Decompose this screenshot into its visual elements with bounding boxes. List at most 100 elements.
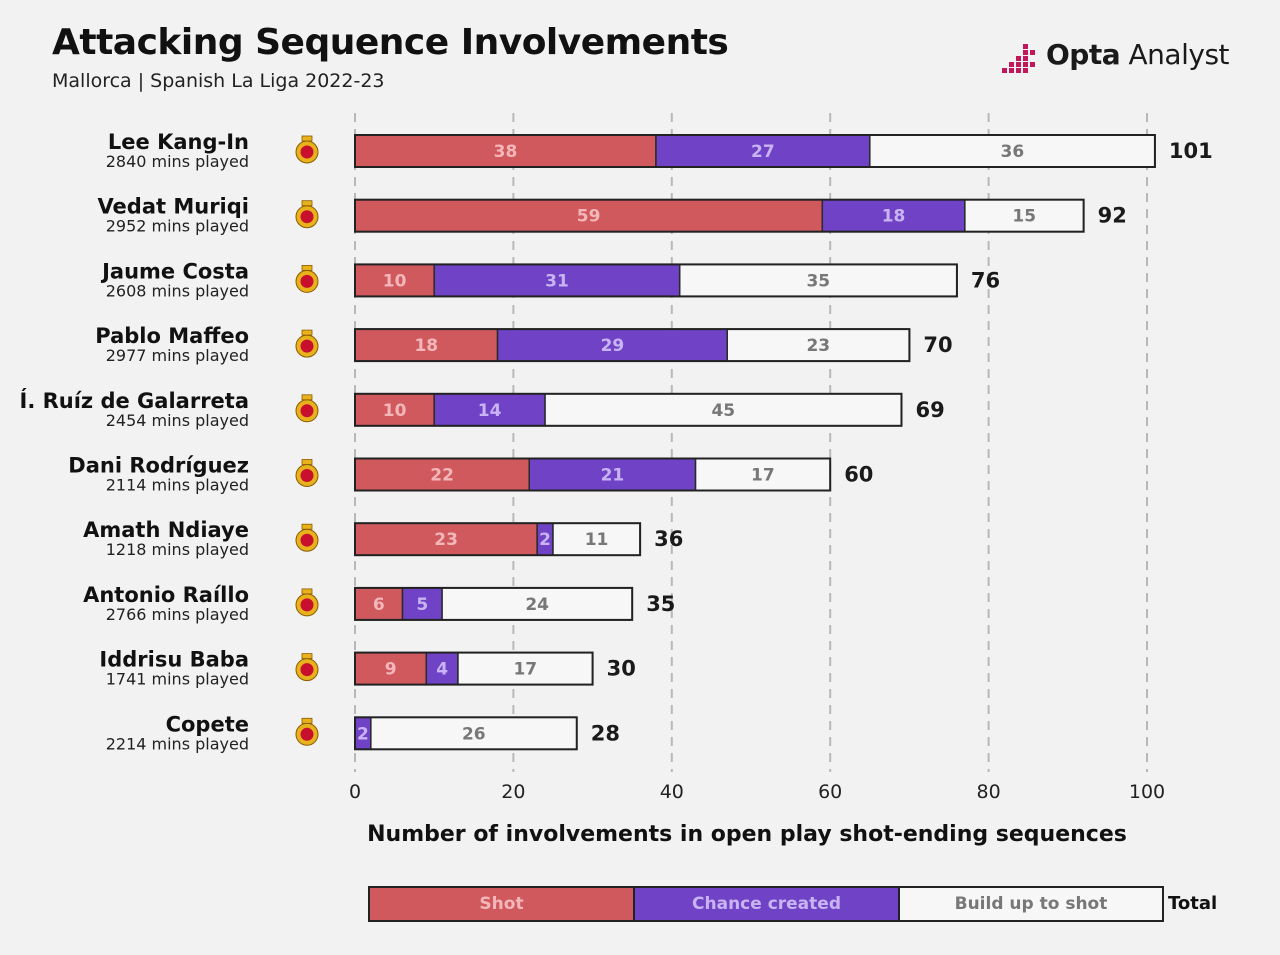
x-tick-label: 60 (818, 781, 842, 803)
bar-value-label: 15 (1012, 207, 1036, 227)
bar-segment-build-up (370, 716, 578, 751)
club-badge-crown (301, 717, 313, 724)
opta-bars-icon (1002, 44, 1035, 73)
bar-value-label: 27 (751, 142, 775, 162)
bar-value-label: 18 (414, 336, 438, 356)
player-minutes: 2977 mins played (106, 346, 249, 365)
bar-segment-chance-created (433, 263, 681, 298)
chart-legend: Shot Chance created Build up to shot (368, 886, 1164, 922)
player-name: Jaume Costa (100, 259, 249, 283)
bar-value-label: 10 (383, 401, 407, 421)
bar-value-label: 6 (373, 595, 385, 615)
player-name: Amath Ndiaye (83, 518, 249, 542)
bar-value-label: 5 (416, 595, 428, 615)
club-badge-center (300, 274, 314, 288)
bar-total-label: 60 (844, 463, 873, 487)
x-tick-label: 80 (977, 781, 1001, 803)
player-minutes: 1218 mins played (106, 540, 249, 559)
bar-value-label: 18 (882, 207, 906, 227)
bar-value-label: 23 (434, 530, 458, 550)
legend-label-chance-created: Chance created (692, 894, 841, 914)
player-minutes: 2114 mins played (106, 476, 249, 495)
bar-total-label: 28 (591, 721, 620, 745)
player-name: Copete (166, 712, 249, 736)
bar-value-label: 23 (806, 336, 830, 356)
bar-segment-build-up (678, 263, 958, 298)
bar-total-label: 92 (1098, 204, 1127, 228)
bar-outline (354, 328, 911, 363)
club-badge-crown (301, 653, 313, 659)
club-badge-crown (301, 394, 313, 401)
x-axis-label: Number of involvements in open play shot… (367, 822, 1127, 847)
club-badge-crown (301, 135, 313, 142)
player-minutes: 1741 mins played (106, 670, 249, 689)
bar-value-label: 26 (462, 724, 486, 744)
bar-total-label: 101 (1169, 139, 1213, 163)
player-minutes: 2214 mins played (106, 734, 249, 753)
club-badge-center (300, 533, 314, 547)
club-badge-center (300, 210, 314, 224)
club-badge-crown (301, 264, 313, 271)
club-badge-center (300, 145, 314, 159)
legend-label-shot: Shot (479, 894, 524, 914)
player-name: Lee Kang-In (108, 130, 249, 154)
bar-value-label: 17 (513, 660, 537, 680)
bar-value-label: 22 (430, 466, 454, 486)
bar-value-label: 11 (585, 530, 609, 550)
chart-title: Attacking Sequence Involvements (52, 22, 729, 63)
legend-item-build-up: Build up to shot (898, 888, 1162, 920)
bar-value-label: 2 (357, 724, 369, 744)
club-badge-crown (301, 523, 313, 530)
bar-total-label: 70 (923, 333, 952, 357)
player-minutes: 2952 mins played (106, 217, 249, 236)
player-name: Vedat Muriqi (97, 195, 249, 219)
club-badge-center (300, 663, 314, 677)
bar-outline (354, 457, 832, 492)
bar-segment-shot (354, 328, 499, 362)
bar-value-label: 14 (478, 401, 502, 421)
x-tick-label: 20 (501, 781, 525, 803)
player-name: Antonio Raíllo (83, 583, 249, 607)
bar-outline (354, 134, 1156, 168)
bar-outline (354, 198, 1085, 233)
club-badge-center (300, 404, 314, 418)
bar-value-label: 38 (494, 142, 518, 162)
bar-segment-shot (354, 522, 538, 556)
bar-outline (354, 522, 642, 557)
bar-value-label: 29 (601, 336, 625, 356)
bar-value-label: 31 (545, 271, 569, 291)
bar-value-label: 4 (436, 660, 448, 680)
bar-outline (354, 651, 594, 686)
x-tick-label: 40 (660, 781, 684, 803)
player-minutes: 2608 mins played (106, 281, 249, 300)
bar-segment-chance-created (655, 134, 871, 168)
player-name: Iddrisu Baba (99, 648, 249, 672)
chart-subtitle: Mallorca | Spanish La Liga 2022-23 (52, 70, 385, 92)
bar-value-label: 36 (1001, 142, 1025, 162)
bar-value-label: 45 (711, 401, 735, 421)
bar-value-label: 24 (525, 595, 549, 615)
player-minutes: 2766 mins played (106, 605, 249, 624)
x-tick-label: 100 (1129, 781, 1165, 803)
x-tick-label: 0 (349, 781, 361, 803)
bar-value-label: 17 (751, 466, 775, 486)
opta-analyst-logo: Opta Analyst (1000, 36, 1230, 80)
bar-value-label: 10 (383, 271, 407, 291)
bar-segment-chance-created (496, 328, 728, 362)
club-badge-crown (301, 200, 313, 207)
bar-total-label: 69 (915, 398, 944, 422)
club-badge-center (300, 598, 314, 612)
bar-total-label: 36 (654, 527, 683, 551)
bar-value-label: 2 (539, 530, 551, 550)
bar-outline (354, 392, 903, 427)
logo-brand-bold: Opta (1046, 38, 1121, 71)
club-badge-center (300, 727, 314, 741)
club-badge-center (300, 469, 314, 482)
legend-label-build-up: Build up to shot (954, 894, 1108, 914)
bar-segment-build-up (869, 134, 1156, 168)
bar-total-label: 76 (971, 268, 1000, 292)
player-name: Í. Ruíz de Galarreta (20, 388, 249, 413)
bar-value-label: 21 (601, 466, 625, 486)
legend-item-chance-created: Chance created (633, 888, 898, 920)
bar-value-label: 9 (385, 660, 397, 680)
